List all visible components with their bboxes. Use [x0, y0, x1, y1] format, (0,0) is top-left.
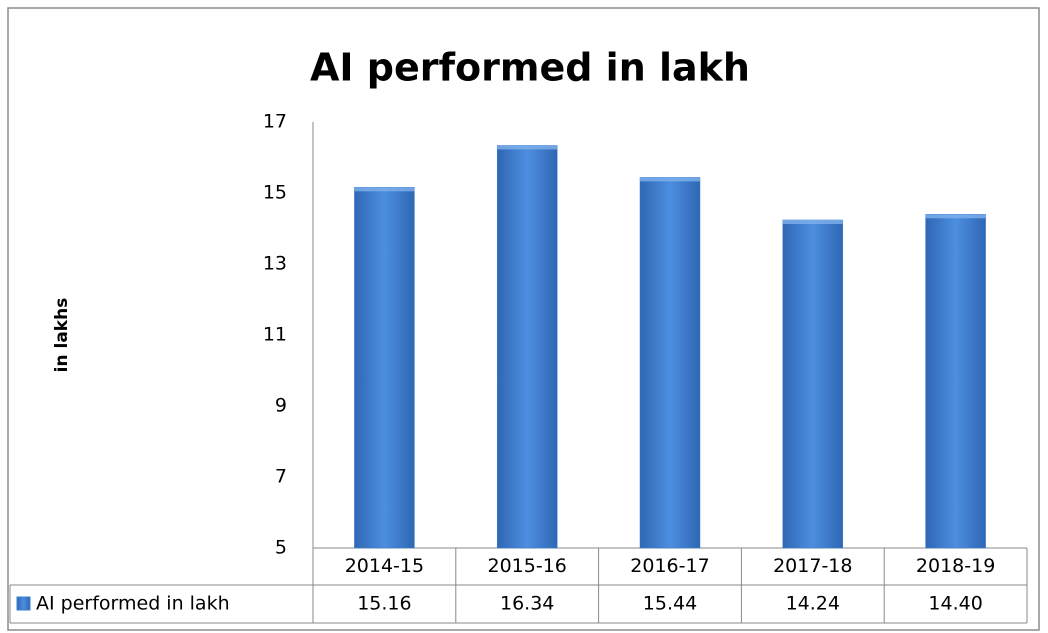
chart-title: AI performed in lakh	[310, 46, 750, 90]
bar	[354, 187, 415, 549]
bar	[782, 219, 844, 549]
y-tick-label: 13	[263, 253, 287, 275]
y-tick-label: 17	[263, 111, 287, 133]
bar	[639, 177, 701, 549]
legend-label: AI performed in lakh	[36, 593, 230, 615]
bar-cap	[782, 219, 843, 224]
y-tick-label: 9	[275, 395, 287, 417]
data-label: 15.16	[357, 593, 411, 615]
x-tick-label: 2018-19	[916, 555, 995, 577]
bar-cap	[640, 177, 700, 182]
bar	[925, 214, 986, 549]
bar-cap	[497, 145, 558, 150]
bar	[496, 145, 558, 549]
bar-cap	[354, 187, 415, 192]
y-tick-label: 7	[275, 466, 287, 488]
data-label: 16.34	[500, 593, 554, 615]
y-axis-label: in lakhs	[52, 298, 72, 373]
x-tick-label: 2014-15	[345, 555, 424, 577]
data-label: 14.24	[786, 593, 840, 615]
data-label: 14.40	[928, 593, 982, 615]
x-tick-label: 2016-17	[630, 555, 709, 577]
x-tick-label: 2017-18	[773, 555, 852, 577]
legend-key	[16, 596, 31, 611]
y-tick-label: 11	[263, 324, 287, 346]
y-tick-label: 15	[263, 182, 287, 204]
data-label: 15.44	[643, 593, 697, 615]
bar-cap	[925, 214, 986, 219]
y-tick-label: 5	[275, 537, 287, 559]
x-tick-label: 2015-16	[488, 555, 567, 577]
